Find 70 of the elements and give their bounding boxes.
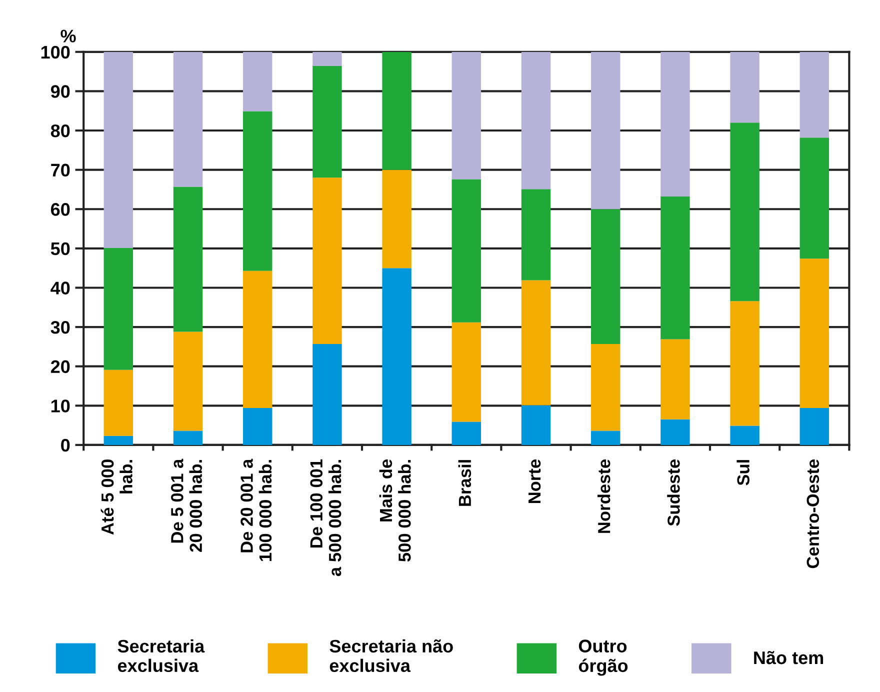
x-tick-label: Centro-Oeste xyxy=(806,459,820,568)
bar xyxy=(730,301,760,426)
y-tick-label: 0 xyxy=(61,438,70,452)
y-tick-label: 40 xyxy=(50,282,70,294)
bar xyxy=(382,170,412,268)
bar xyxy=(800,138,830,259)
bar xyxy=(104,370,134,436)
y-tick-label: 80 xyxy=(50,124,70,138)
legend-label: Não tem xyxy=(754,651,824,664)
bar xyxy=(452,52,482,180)
x-tick-label: Norte xyxy=(528,459,541,504)
bar xyxy=(382,268,412,445)
bar xyxy=(104,52,134,248)
bar xyxy=(590,209,620,344)
x-tick-label: Sudeste xyxy=(667,459,680,526)
bar xyxy=(104,248,134,370)
bar xyxy=(660,52,690,197)
y-tick-label: 10 xyxy=(51,400,70,412)
bar xyxy=(730,122,760,302)
bar xyxy=(590,52,620,210)
bar xyxy=(660,419,690,445)
bar xyxy=(104,436,134,445)
bar xyxy=(800,52,830,138)
x-tick-label: Até 5 000 hab. xyxy=(100,460,132,535)
y-tick-label: 20 xyxy=(50,360,70,374)
bar xyxy=(521,189,551,280)
bar xyxy=(382,52,412,170)
y-axis-title: % xyxy=(60,30,76,42)
y-tick-label: 90 xyxy=(50,85,70,98)
bar xyxy=(452,422,482,445)
bar xyxy=(173,186,203,332)
bar xyxy=(173,332,203,431)
bar xyxy=(242,52,272,112)
bar xyxy=(173,52,203,187)
bar xyxy=(242,270,272,408)
bar xyxy=(730,52,760,123)
bar xyxy=(242,111,272,271)
x-tick-label: Sul xyxy=(736,460,750,486)
x-tick-label: De 5 001 a 20 000 hab. xyxy=(171,458,202,552)
y-tick-label: 100 xyxy=(41,46,70,59)
x-tick-label: De 100 001 a 500 000 hab. xyxy=(310,459,342,576)
x-tick-label: Nordeste xyxy=(598,459,610,533)
bar xyxy=(452,322,482,422)
bar xyxy=(521,280,551,406)
bar xyxy=(173,430,203,445)
bar xyxy=(312,52,342,66)
bar xyxy=(521,52,551,190)
bar xyxy=(312,66,342,178)
y-tick-label: 70 xyxy=(51,164,70,177)
x-tick-label: Brasil xyxy=(458,460,472,506)
bar xyxy=(730,426,760,445)
legend-label: Outro órgão xyxy=(578,640,628,676)
bar xyxy=(312,178,342,344)
y-tick-label: 60 xyxy=(50,203,70,216)
x-tick-label: Mais de 500 000 hab. xyxy=(379,459,411,562)
y-tick-label: 30 xyxy=(50,320,70,334)
bar xyxy=(452,179,482,322)
bar xyxy=(590,430,620,445)
bar xyxy=(800,408,830,445)
legend-label: Secretaria exclusiva xyxy=(118,639,205,672)
x-tick-label: De 20 001 a 100 000 hab. xyxy=(240,458,272,562)
bar xyxy=(660,339,690,420)
y-tick-label: 50 xyxy=(50,242,70,256)
bar xyxy=(312,344,342,445)
bar xyxy=(242,408,272,445)
legend-label: Secretaria não exclusiva xyxy=(330,639,453,672)
bar xyxy=(800,258,830,408)
bar xyxy=(521,405,551,445)
bar xyxy=(590,344,620,431)
bar xyxy=(660,196,690,340)
